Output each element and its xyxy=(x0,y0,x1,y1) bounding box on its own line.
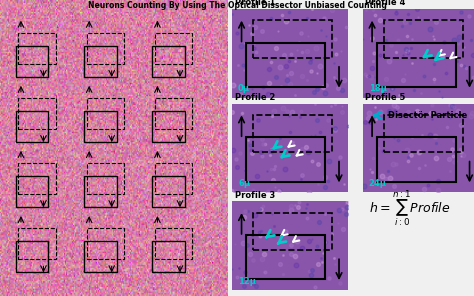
Bar xyxy=(18,98,56,129)
Bar xyxy=(153,241,185,272)
Bar xyxy=(153,176,185,207)
Text: Profile 1: Profile 1 xyxy=(235,0,275,7)
Bar xyxy=(16,111,48,142)
Text: Profile 2: Profile 2 xyxy=(235,93,275,102)
Text: 12μ: 12μ xyxy=(238,277,256,286)
Bar xyxy=(16,46,48,77)
Text: 0μ: 0μ xyxy=(238,84,250,93)
Bar xyxy=(87,98,124,129)
Bar xyxy=(87,228,124,259)
Text: 18μ: 18μ xyxy=(369,84,386,93)
Bar xyxy=(16,241,48,272)
Bar xyxy=(246,137,325,182)
Bar xyxy=(87,33,124,64)
Bar xyxy=(155,33,192,64)
Bar xyxy=(153,111,185,142)
Bar xyxy=(153,46,185,77)
Bar xyxy=(84,111,117,142)
Text: 6μ: 6μ xyxy=(238,179,250,188)
Text: Profile 3: Profile 3 xyxy=(235,191,275,200)
Bar xyxy=(377,43,456,87)
Bar xyxy=(155,163,192,194)
Bar xyxy=(16,176,48,207)
Bar xyxy=(155,228,192,259)
Text: Neurons Counting By Using The Optical Dissector Unbiased Counting: Neurons Counting By Using The Optical Di… xyxy=(88,1,386,10)
Bar xyxy=(18,163,56,194)
Bar xyxy=(18,228,56,259)
Text: Profile 4: Profile 4 xyxy=(365,0,405,7)
Text: Disectör Particle: Disectör Particle xyxy=(388,111,467,120)
Bar xyxy=(84,176,117,207)
Bar xyxy=(84,46,117,77)
Text: $h = \sum_{i:0}^{n:1} Profile$: $h = \sum_{i:0}^{n:1} Profile$ xyxy=(369,189,450,229)
Bar xyxy=(383,20,463,58)
Bar xyxy=(87,163,124,194)
Bar xyxy=(253,115,332,152)
Bar xyxy=(18,33,56,64)
Bar xyxy=(383,115,463,152)
Text: 24μ: 24μ xyxy=(369,179,387,188)
Bar xyxy=(253,213,332,250)
Bar xyxy=(246,43,325,87)
Bar xyxy=(84,241,117,272)
Text: Profile 5: Profile 5 xyxy=(365,93,405,102)
Bar xyxy=(246,235,325,279)
Bar xyxy=(155,98,192,129)
Bar xyxy=(377,137,456,182)
Bar xyxy=(253,20,332,58)
